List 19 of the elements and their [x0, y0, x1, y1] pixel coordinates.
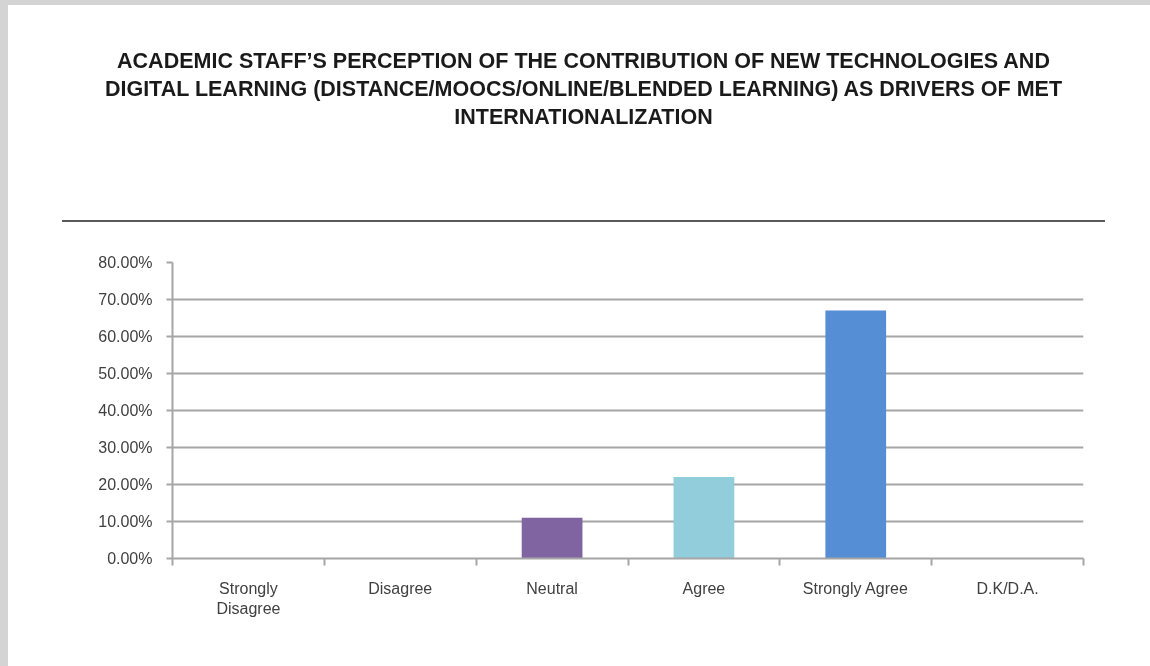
y-tick-label: 60.00%	[98, 328, 153, 345]
y-tick-label: 10.00%	[98, 513, 153, 530]
y-tick-label: 80.00%	[98, 254, 153, 271]
x-tick-label: Strongly Agree	[802, 579, 908, 597]
y-tick-label: 70.00%	[98, 291, 153, 308]
x-tick-label: Strongly Disagree	[216, 579, 281, 617]
y-tick-label: 20.00%	[98, 476, 153, 493]
x-tick-label: D.K/D.A.	[976, 579, 1039, 597]
y-tick-label: 50.00%	[98, 365, 153, 382]
bar	[673, 477, 735, 559]
x-tick-label: Disagree	[368, 579, 433, 597]
bar	[521, 517, 583, 559]
bar	[825, 310, 887, 559]
chart-title: ACADEMIC STAFF’S PERCEPTION OF THE CONTRIBUTION OF NEW TECHNOLOGIES AND DIGITAL LEARNING (DISTANCE/MOOCS/ONLINE/BLENDED LEARNING) AS DRIVERS OF MET INTERNATIONALIZATION	[103, 48, 1064, 131]
y-tick-label: 0.00%	[107, 550, 153, 567]
x-tick-label: Agree	[682, 579, 726, 597]
y-tick-label: 30.00%	[98, 439, 153, 456]
x-tick-label: Neutral	[526, 579, 578, 597]
y-tick-label: 40.00%	[98, 402, 153, 419]
